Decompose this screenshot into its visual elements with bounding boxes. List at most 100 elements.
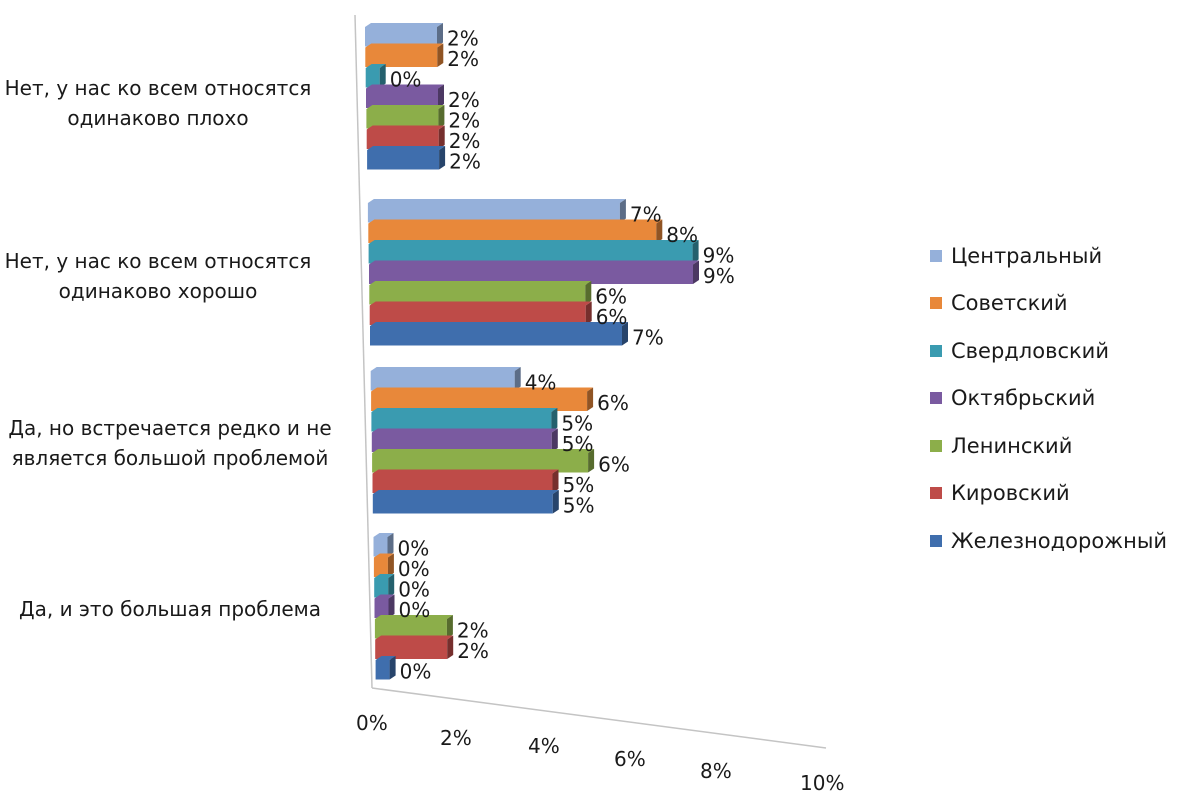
- axis-wall-line: [354, 14, 373, 689]
- bar-side: [587, 387, 594, 411]
- bar-2-1: [371, 391, 588, 411]
- bar-top: [369, 301, 592, 306]
- bar-side: [656, 219, 663, 243]
- bar-1-3: [369, 264, 693, 284]
- bar-side: [438, 84, 444, 108]
- legend-label: Советский: [951, 291, 1068, 316]
- axes-layer: [354, 14, 827, 749]
- x-tick-label: 0%: [356, 711, 388, 735]
- data-label: 6%: [598, 453, 630, 477]
- bar-top: [371, 387, 594, 392]
- bar-0-1: [365, 47, 438, 67]
- data-label: 0%: [400, 660, 432, 684]
- bar-side: [438, 105, 445, 129]
- bar-top: [374, 594, 395, 599]
- legend-item-zheleznodorozhny: Железнодорожный: [930, 517, 1167, 565]
- data-label: 9%: [703, 244, 735, 268]
- bar-side: [585, 281, 592, 305]
- bar-3-4: [374, 619, 447, 639]
- bar-top: [375, 635, 454, 640]
- legend-item-sovetsky: Советский: [930, 280, 1167, 328]
- bar-1-2: [368, 244, 693, 264]
- data-label: 6%: [595, 285, 627, 309]
- bar-2-4: [372, 453, 589, 473]
- legend-label: Центральный: [951, 243, 1103, 268]
- bars-layer: [365, 23, 699, 680]
- bar-top: [368, 219, 663, 224]
- bar-top: [374, 574, 395, 578]
- bar-top: [372, 490, 559, 494]
- bar-top: [375, 656, 396, 660]
- data-label: 5%: [563, 473, 595, 497]
- data-label: 2%: [448, 109, 480, 133]
- bar-side: [437, 43, 444, 67]
- bar-0-0: [365, 27, 437, 47]
- data-label: 7%: [630, 203, 662, 227]
- bar-side: [387, 533, 394, 557]
- bar-1-6: [370, 326, 622, 346]
- bar-1-1: [368, 223, 657, 243]
- bar-2-2: [371, 412, 552, 432]
- bar-1-0: [367, 203, 620, 223]
- bar-top: [372, 449, 595, 453]
- category-label-2: Да, но встречается редко и не является б…: [8, 416, 332, 470]
- bar-0-5: [366, 129, 439, 149]
- bar-side: [438, 125, 445, 149]
- bar-side: [619, 199, 626, 223]
- bar-2-0: [370, 371, 515, 391]
- bar-top: [370, 367, 521, 371]
- bar-top: [366, 84, 444, 89]
- bar-3-1: [373, 557, 388, 577]
- axis-floor-line: [371, 687, 827, 749]
- legend-swatch: [930, 392, 942, 405]
- legend: Центральный Советский Свердловский Октяб…: [930, 232, 1167, 565]
- x-tick-label: 2%: [440, 726, 472, 750]
- bar-side: [437, 23, 443, 47]
- category-label-0: Нет, у нас ко всем относятся одинаково п…: [4, 76, 312, 130]
- bar-top: [365, 23, 443, 27]
- legend-swatch: [930, 534, 942, 547]
- data-label: 2%: [457, 639, 489, 663]
- bar-top: [369, 281, 592, 285]
- x-tick-labels: 0% 2% 4% 6% 8% 10%: [356, 711, 844, 794]
- category-label-3: Да, и это большая проблема: [18, 597, 322, 621]
- legend-item-kirovsky: Кировский: [930, 470, 1167, 518]
- bar-1-4: [369, 285, 586, 305]
- legend-item-sverdlovsky: Свердловский: [930, 327, 1167, 375]
- bar-top: [366, 105, 445, 109]
- data-label: 6%: [596, 305, 628, 329]
- bar-side: [388, 574, 395, 598]
- bar-side: [552, 490, 559, 514]
- bar-side: [588, 449, 595, 473]
- bar-3-3: [374, 598, 389, 618]
- data-label: 7%: [632, 326, 664, 350]
- data-labels-layer: 2%2%0%2%2%2%2%7%8%9%9%6%6%7%4%6%5%5%6%5%…: [390, 27, 735, 684]
- bar-0-2: [365, 68, 380, 88]
- bar-top: [369, 260, 699, 265]
- bar-top: [367, 146, 446, 150]
- bar-0-6: [367, 150, 440, 170]
- data-label: 9%: [703, 264, 735, 288]
- bar-1-5: [369, 305, 586, 325]
- legend-swatch: [930, 487, 942, 500]
- bar-top: [365, 43, 444, 48]
- bar-side: [389, 656, 396, 680]
- legend-item-leninsky: Ленинский: [930, 422, 1167, 470]
- data-label: 2%: [449, 150, 481, 174]
- legend-label: Железнодорожный: [951, 528, 1168, 553]
- bar-0-3: [366, 88, 438, 108]
- legend-label: Октябрьский: [951, 386, 1096, 411]
- bar-top: [372, 469, 559, 474]
- legend-label: Свердловский: [951, 338, 1109, 363]
- bar-2-6: [372, 494, 553, 514]
- legend-swatch: [930, 344, 942, 357]
- x-tick-label: 8%: [700, 759, 732, 783]
- legend-label: Ленинский: [951, 433, 1073, 458]
- data-label: 2%: [447, 27, 479, 51]
- data-label: 5%: [561, 412, 593, 436]
- x-tick-label: 6%: [614, 747, 646, 771]
- bar-top: [373, 553, 394, 558]
- legend-item-oktyabrsky: Октябрьский: [930, 375, 1167, 423]
- category-label-1: Нет, у нас ко всем относятся одинаково х…: [4, 249, 312, 303]
- bar-2-3: [371, 432, 552, 452]
